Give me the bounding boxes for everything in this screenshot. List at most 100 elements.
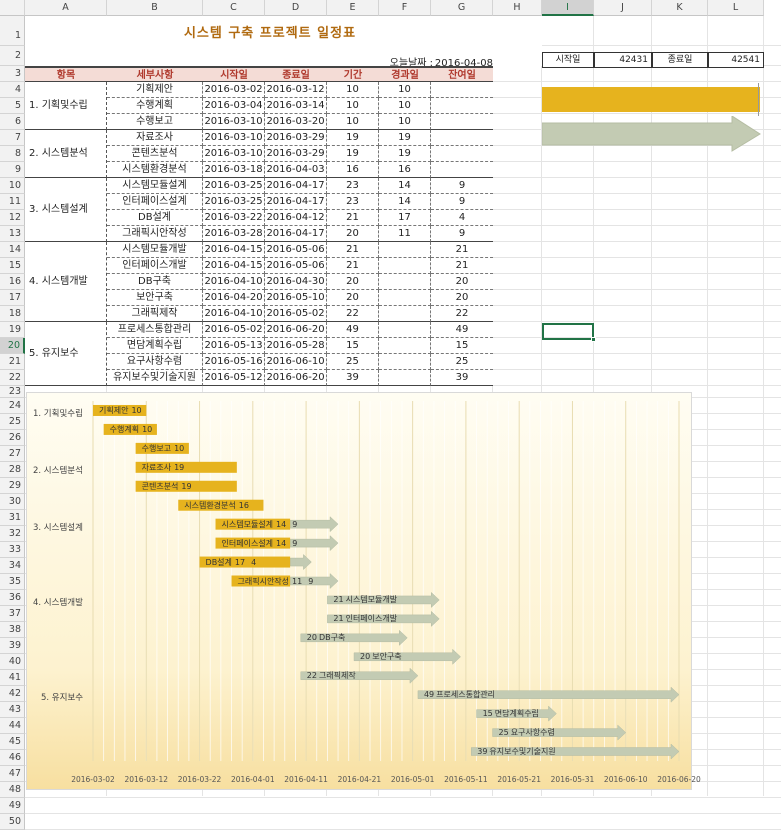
task-cell-detail[interactable]: 수행보고: [107, 114, 203, 130]
gantt-chart[interactable]: 2016-03-02 2016-03-12 2016-03-22 2016-04-01…: [26, 392, 701, 790]
task-cell-elapsed[interactable]: [379, 258, 431, 274]
row-header-25[interactable]: 25: [0, 414, 25, 430]
row-header-16[interactable]: 16: [0, 274, 25, 290]
task-cell-start[interactable]: 2016-03-22: [203, 210, 265, 226]
task-cell-remaining[interactable]: 9: [431, 194, 493, 210]
task-cell-elapsed[interactable]: [379, 370, 431, 386]
row-header-50[interactable]: 50: [0, 814, 25, 830]
task-cell-remaining[interactable]: [431, 114, 493, 130]
row-header-29[interactable]: 29: [0, 478, 25, 494]
group-cell[interactable]: 3. 시스템설계: [25, 178, 107, 242]
row-header-36[interactable]: 36: [0, 590, 25, 606]
task-cell-remaining[interactable]: [431, 98, 493, 114]
task-cell-start[interactable]: 2016-03-02: [203, 82, 265, 98]
task-cell-detail[interactable]: 자료조사: [107, 130, 203, 146]
select-all-corner[interactable]: [0, 0, 25, 16]
task-cell-duration[interactable]: 10: [327, 82, 379, 98]
row-header-42[interactable]: 42: [0, 686, 25, 702]
row-header-26[interactable]: 26: [0, 430, 25, 446]
row-header-11[interactable]: 11: [0, 194, 25, 210]
task-cell-elapsed[interactable]: [379, 274, 431, 290]
task-cell-end[interactable]: 2016-05-10: [265, 290, 327, 306]
column-header-b[interactable]: B: [107, 0, 203, 16]
task-cell-start[interactable]: 2016-05-13: [203, 338, 265, 354]
task-cell-elapsed[interactable]: 11: [379, 226, 431, 242]
task-cell-duration[interactable]: 16: [327, 162, 379, 178]
column-header-i[interactable]: I: [542, 0, 594, 16]
task-cell-duration[interactable]: 23: [327, 178, 379, 194]
task-cell-elapsed[interactable]: 14: [379, 194, 431, 210]
task-cell-detail[interactable]: DB구축: [107, 274, 203, 290]
today-value[interactable]: 2016-04-08: [434, 58, 493, 69]
task-cell-start[interactable]: 2016-04-20: [203, 290, 265, 306]
task-cell-start[interactable]: 2016-03-18: [203, 162, 265, 178]
row-header-34[interactable]: 34: [0, 558, 25, 574]
column-header-c[interactable]: C: [203, 0, 265, 16]
row-header-31[interactable]: 31: [0, 510, 25, 526]
row-header-32[interactable]: 32: [0, 526, 25, 542]
task-cell-end[interactable]: 2016-03-29: [265, 130, 327, 146]
task-cell-start[interactable]: 2016-05-16: [203, 354, 265, 370]
column-header-d[interactable]: D: [265, 0, 327, 16]
task-cell-duration[interactable]: 20: [327, 274, 379, 290]
row-header-12[interactable]: 12: [0, 210, 25, 226]
task-cell-duration[interactable]: 25: [327, 354, 379, 370]
task-cell-elapsed[interactable]: 19: [379, 130, 431, 146]
task-cell-end[interactable]: 2016-03-20: [265, 114, 327, 130]
task-cell-end[interactable]: 2016-06-20: [265, 370, 327, 386]
range-start-label[interactable]: 시작일: [542, 52, 594, 68]
task-cell-detail[interactable]: 시스템환경분석: [107, 162, 203, 178]
column-header-k[interactable]: K: [652, 0, 708, 16]
task-cell-end[interactable]: 2016-04-17: [265, 226, 327, 242]
task-cell-end[interactable]: 2016-06-10: [265, 354, 327, 370]
task-cell-start[interactable]: 2016-04-15: [203, 242, 265, 258]
task-cell-remaining[interactable]: 9: [431, 178, 493, 194]
group-cell[interactable]: 1. 기획및수립: [25, 82, 107, 130]
task-cell-remaining[interactable]: 20: [431, 274, 493, 290]
task-cell-duration[interactable]: 21: [327, 242, 379, 258]
task-cell-end[interactable]: 2016-04-17: [265, 194, 327, 210]
row-header-24[interactable]: 24: [0, 398, 25, 414]
task-cell-end[interactable]: 2016-04-17: [265, 178, 327, 194]
task-cell-detail[interactable]: 시스템모듈개발: [107, 242, 203, 258]
task-cell-detail[interactable]: 유지보수및기술지원: [107, 370, 203, 386]
task-cell-remaining[interactable]: 21: [431, 258, 493, 274]
task-cell-detail[interactable]: 인터페이스설계: [107, 194, 203, 210]
task-cell-detail[interactable]: 그래픽시안작성: [107, 226, 203, 242]
task-cell-start[interactable]: 2016-05-12: [203, 370, 265, 386]
group-cell[interactable]: 5. 유지보수: [25, 322, 107, 386]
row-header-19[interactable]: 19: [0, 322, 25, 338]
task-cell-elapsed[interactable]: 19: [379, 146, 431, 162]
fill-handle[interactable]: [591, 337, 596, 342]
row-header-41[interactable]: 41: [0, 670, 25, 686]
task-cell-detail[interactable]: 요구사항수렴: [107, 354, 203, 370]
task-cell-elapsed[interactable]: 10: [379, 98, 431, 114]
column-header-h[interactable]: H: [493, 0, 542, 16]
task-cell-detail[interactable]: 그래픽제작: [107, 306, 203, 322]
row-header-38[interactable]: 38: [0, 622, 25, 638]
task-cell-start[interactable]: 2016-03-10: [203, 146, 265, 162]
task-cell-start[interactable]: 2016-04-10: [203, 306, 265, 322]
task-cell-elapsed[interactable]: 16: [379, 162, 431, 178]
task-cell-start[interactable]: 2016-04-15: [203, 258, 265, 274]
task-cell-start[interactable]: 2016-03-10: [203, 130, 265, 146]
row-header-40[interactable]: 40: [0, 654, 25, 670]
row-header-18[interactable]: 18: [0, 306, 25, 322]
task-cell-start[interactable]: 2016-04-10: [203, 274, 265, 290]
row-header-45[interactable]: 45: [0, 734, 25, 750]
row-header-10[interactable]: 10: [0, 178, 25, 194]
task-cell-duration[interactable]: 19: [327, 130, 379, 146]
task-cell-remaining[interactable]: [431, 82, 493, 98]
row-header-30[interactable]: 30: [0, 494, 25, 510]
task-cell-elapsed[interactable]: [379, 338, 431, 354]
task-cell-elapsed[interactable]: 17: [379, 210, 431, 226]
task-cell-duration[interactable]: 39: [327, 370, 379, 386]
task-cell-duration[interactable]: 20: [327, 290, 379, 306]
column-header-j[interactable]: J: [594, 0, 652, 16]
task-cell-end[interactable]: 2016-04-12: [265, 210, 327, 226]
row-header-23[interactable]: 23: [0, 386, 25, 398]
task-cell-remaining[interactable]: 22: [431, 306, 493, 322]
row-header-7[interactable]: 7: [0, 130, 25, 146]
row-header-39[interactable]: 39: [0, 638, 25, 654]
task-cell-start[interactable]: 2016-03-04: [203, 98, 265, 114]
